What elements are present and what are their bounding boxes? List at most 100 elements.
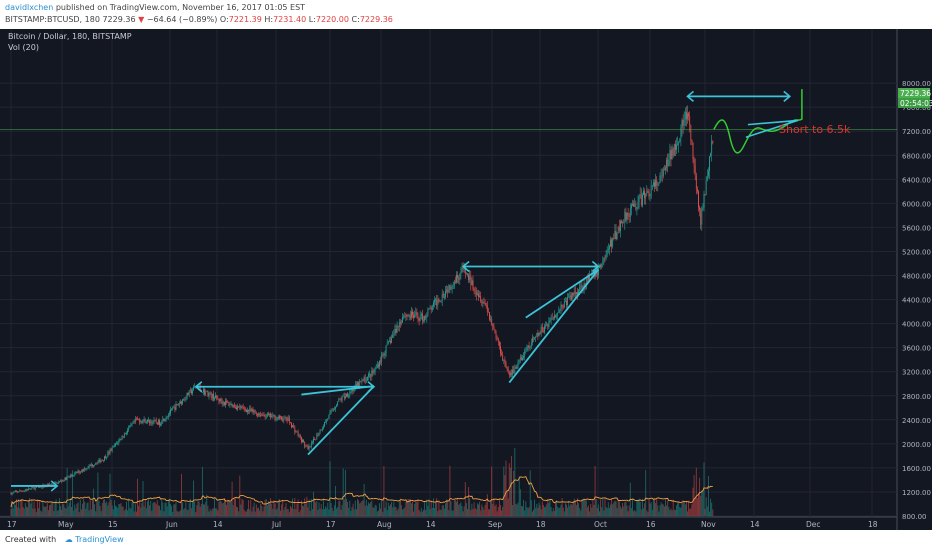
volume-bar [605, 506, 607, 516]
candle-body [528, 345, 530, 348]
candle-body [695, 175, 697, 190]
candle-body [154, 419, 156, 421]
candle-body [330, 410, 332, 413]
trend-line[interactable] [301, 385, 375, 396]
trend-line[interactable] [745, 119, 799, 139]
candle-body [482, 302, 484, 304]
candle-body [492, 324, 494, 327]
volume-bar [300, 500, 302, 516]
candle-body [132, 421, 134, 424]
candle-body [446, 289, 447, 292]
candle-body [269, 413, 270, 415]
candle-body [259, 414, 260, 415]
candle-body [182, 399, 183, 404]
trend-line[interactable] [525, 268, 599, 319]
y-tick-label: 7200.00 [902, 128, 931, 136]
candle-body [64, 477, 66, 481]
volume-bar [183, 509, 185, 516]
candle-body [543, 331, 544, 333]
volume-bar [119, 504, 121, 516]
candle-body [460, 272, 462, 274]
volume-bar [495, 504, 497, 516]
grid [0, 29, 897, 517]
candle-body [299, 435, 301, 438]
volume-bar [470, 509, 472, 516]
arrow-head [194, 381, 203, 393]
price-chart[interactable]: 800.00 1200.00 1600.00 2000.00 2400.00 2800.0… [0, 29, 932, 530]
candle-body [692, 142, 694, 159]
volume-bar [473, 502, 475, 516]
volume-bar [581, 499, 583, 516]
candle-body [396, 325, 398, 333]
volume-bar [679, 507, 681, 516]
candle-body [412, 311, 413, 315]
candle-body [402, 316, 403, 323]
volume-bar [492, 503, 494, 516]
candle-body [393, 333, 395, 335]
trend-line[interactable] [747, 119, 798, 126]
volume-bar [28, 500, 30, 516]
x-tick-label: 17 [326, 520, 336, 529]
candle-body [574, 291, 576, 294]
volume-bar [139, 500, 141, 516]
candle-body [317, 434, 319, 436]
candle-body [134, 418, 136, 422]
candle-body [249, 408, 251, 412]
volume-bar [84, 501, 86, 516]
volume-bar [289, 505, 291, 516]
volume-bar [313, 491, 314, 516]
volume-bar [590, 503, 592, 516]
brand-link[interactable]: TradingView [75, 535, 124, 544]
volume-bar [252, 506, 254, 516]
candle-body [416, 312, 418, 317]
volume-bar [322, 499, 324, 516]
candle-body [573, 291, 575, 296]
volume-bar [52, 501, 54, 516]
candle-body [167, 414, 169, 417]
time-axis[interactable]: 17 May 15 Jun 14 Jul 17 Aug 14 Sep 18 Oct 16 Nov 14 Dec… [7, 520, 878, 529]
candle-body [244, 408, 246, 411]
volume-bar [661, 503, 663, 516]
trend-line[interactable] [307, 385, 375, 456]
volume-bar [335, 486, 336, 516]
candle-body [133, 421, 135, 423]
volume-bar [383, 466, 385, 516]
candle-body [74, 472, 76, 476]
volume-bar [43, 506, 45, 516]
volume-bar [324, 509, 325, 516]
author-link[interactable]: davidlxchen [5, 3, 54, 12]
volume-bar [456, 501, 457, 516]
candle-body [426, 315, 428, 318]
candle-body [499, 341, 500, 346]
candle-body [65, 477, 67, 480]
candle-body [634, 203, 636, 207]
price-axis[interactable]: 800.00 1200.00 1600.00 2000.00 2400.00 2800.0… [902, 80, 931, 521]
candle-body [20, 490, 22, 492]
volume-bar [318, 502, 320, 516]
volume-bar [425, 509, 427, 516]
candle-body [35, 486, 37, 488]
volume-bar [692, 487, 694, 516]
trend-line[interactable] [508, 268, 600, 384]
volume-bar [152, 503, 154, 516]
volume-bar [149, 505, 151, 516]
volume-bar [416, 502, 418, 516]
volume-bar [626, 505, 628, 516]
volume-bar [348, 507, 350, 516]
candle-body [242, 406, 244, 408]
candle-body [219, 398, 221, 402]
candle-body [529, 346, 531, 348]
candle-body [94, 464, 95, 466]
chart-area[interactable]: 800.00 1200.00 1600.00 2000.00 2400.00 2800.0… [0, 29, 932, 530]
candle-body [371, 370, 373, 377]
volume-bar [370, 502, 372, 516]
close-label: C: [351, 15, 360, 24]
candle-body [282, 419, 284, 421]
candle-body [53, 484, 55, 486]
candle-body [532, 337, 533, 343]
candle-body [103, 459, 104, 461]
y-tick-label: 7600.00 [902, 104, 931, 112]
candle-body [338, 399, 340, 402]
volume-bar [503, 466, 505, 516]
volume-bar [13, 502, 15, 516]
